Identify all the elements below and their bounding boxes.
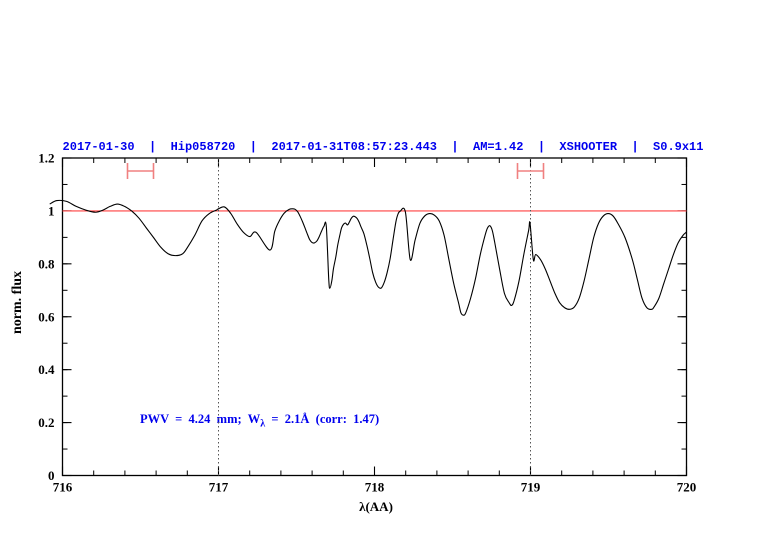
svg-text:0.8: 0.8: [38, 256, 55, 271]
svg-text:0.4: 0.4: [38, 362, 55, 377]
svg-text:1: 1: [48, 203, 55, 218]
svg-text:717: 717: [209, 480, 229, 495]
svg-text:0: 0: [48, 468, 55, 483]
svg-text:0.6: 0.6: [38, 309, 55, 324]
svg-text:720: 720: [677, 480, 697, 495]
svg-text:0.2: 0.2: [38, 415, 54, 430]
svg-text:718: 718: [365, 480, 385, 495]
svg-text:719: 719: [521, 480, 541, 495]
svg-text:716: 716: [53, 480, 73, 495]
svg-text:1.2: 1.2: [38, 151, 54, 166]
